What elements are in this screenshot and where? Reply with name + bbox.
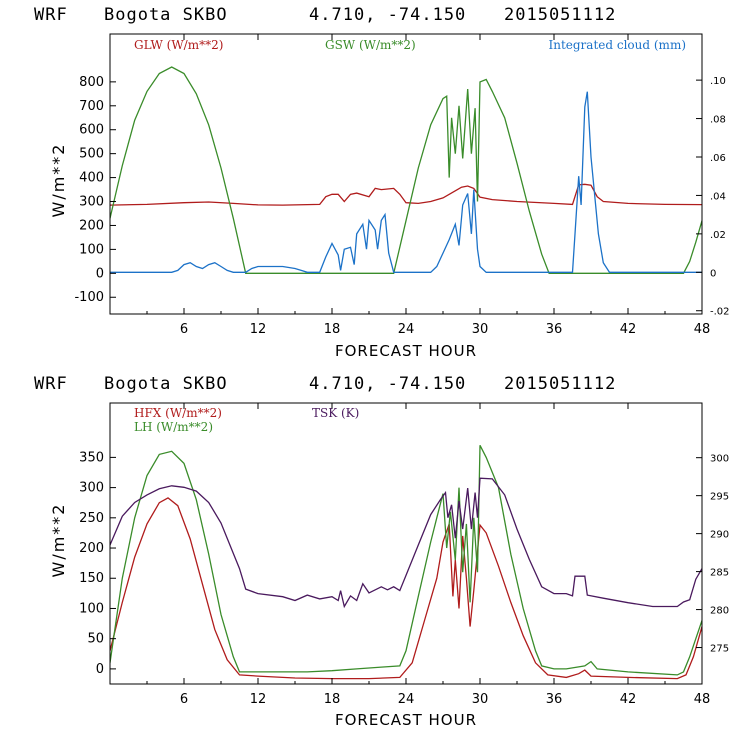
x-tick-label: 36	[546, 692, 563, 707]
y-axis-label: W/m**2	[49, 143, 68, 218]
y-tick-label: 700	[79, 99, 104, 114]
header-init-time: 2015051112	[504, 5, 616, 25]
y-tick-label: 600	[79, 123, 104, 138]
y-tick-label: 150	[79, 571, 104, 586]
y2-tick-label: -.02	[710, 307, 730, 318]
x-tick-label: 18	[324, 322, 341, 337]
x-tick-label: 30	[472, 692, 489, 707]
series-line-lh	[110, 445, 702, 676]
x-tick-label: 6	[180, 322, 188, 337]
plot-frame	[109, 402, 703, 685]
x-tick-label: 24	[398, 322, 415, 337]
legend-entry: GSW (W/m**2)	[325, 38, 416, 52]
x-tick-label: 48	[694, 322, 711, 337]
series-line-hfx	[110, 497, 702, 680]
y2-tick-label: 295	[710, 492, 729, 503]
y-tick-label: 800	[79, 75, 104, 90]
y-axis-label: W/m**2	[49, 503, 68, 578]
y2-tick-label: 300	[710, 454, 729, 465]
y2-tick-label: 0	[710, 268, 716, 279]
y2-tick-label: 275	[710, 644, 729, 655]
header-model: WRF	[34, 374, 68, 394]
y-tick-label: -100	[74, 290, 104, 305]
x-tick-label: 30	[472, 322, 489, 337]
x-axis-label: FORECAST HOUR	[335, 711, 477, 729]
x-tick-label: 42	[620, 322, 637, 337]
y2-tick-label: .02	[710, 230, 726, 241]
header-coords: 4.710, -74.150	[309, 374, 466, 394]
y-tick-label: 300	[79, 481, 104, 496]
x-axis-label: FORECAST HOUR	[335, 342, 477, 360]
x-tick-label: 12	[250, 692, 267, 707]
series-line-integrated	[110, 91, 702, 273]
y2-tick-label: 280	[710, 606, 729, 617]
header-init-time: 2015051112	[504, 374, 616, 394]
legend-entry: GLW (W/m**2)	[134, 38, 223, 52]
x-tick-label: 6	[180, 692, 188, 707]
x-tick-label: 48	[694, 692, 711, 707]
x-tick-label: 12	[250, 322, 267, 337]
y2-tick-label: .04	[710, 191, 726, 202]
x-tick-label: 18	[324, 692, 341, 707]
y2-tick-label: .10	[710, 76, 726, 87]
series-line-glw	[110, 183, 702, 206]
legend-entry: HFX (W/m**2)	[134, 406, 222, 420]
header-location: Bogota SKBO	[104, 5, 228, 25]
y-tick-label: 500	[79, 147, 104, 162]
y-tick-label: 200	[79, 541, 104, 556]
header-model: WRF	[34, 5, 68, 25]
y2-tick-label: 285	[710, 568, 729, 579]
y-tick-label: 0	[96, 266, 104, 281]
legend-entry: LH (W/m**2)	[134, 420, 213, 434]
y-tick-label: 350	[79, 450, 104, 465]
series-line-tsk	[110, 477, 702, 609]
x-tick-label: 24	[398, 692, 415, 707]
legend-entry: Integrated cloud (mm)	[548, 38, 686, 52]
x-tick-label: 36	[546, 322, 563, 337]
series-line-gsw	[110, 66, 702, 274]
y2-tick-label: .06	[710, 153, 726, 164]
y-tick-label: 250	[79, 511, 104, 526]
y-tick-label: 300	[79, 195, 104, 210]
legend-entry: TSK (K)	[312, 406, 359, 420]
y2-tick-label: .08	[710, 115, 726, 126]
y2-tick-label: 290	[710, 530, 729, 541]
y-tick-label: 400	[79, 171, 104, 186]
y-tick-label: 100	[79, 242, 104, 257]
header-coords: 4.710, -74.150	[309, 5, 466, 25]
y-tick-label: 50	[87, 632, 104, 647]
y-tick-label: 200	[79, 218, 104, 233]
y-tick-label: 0	[96, 662, 104, 677]
y-tick-label: 100	[79, 601, 104, 616]
header-location: Bogota SKBO	[104, 374, 228, 394]
x-tick-label: 42	[620, 692, 637, 707]
